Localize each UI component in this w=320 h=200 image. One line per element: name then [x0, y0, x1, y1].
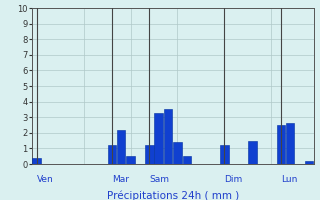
Bar [276, 125, 285, 164]
Text: Mar: Mar [112, 175, 129, 184]
Bar [108, 145, 116, 164]
Text: Sam: Sam [149, 175, 169, 184]
Bar [248, 141, 257, 164]
Text: Ven: Ven [37, 175, 53, 184]
Bar [286, 123, 294, 164]
Text: Lun: Lun [281, 175, 297, 184]
Bar [220, 145, 229, 164]
Text: Dim: Dim [224, 175, 243, 184]
Bar [155, 113, 163, 164]
Bar [305, 161, 313, 164]
Bar [126, 156, 135, 164]
Bar [117, 130, 125, 164]
Bar [164, 109, 172, 164]
Bar [32, 158, 41, 164]
Text: Précipitations 24h ( mm ): Précipitations 24h ( mm ) [107, 191, 239, 200]
Bar [145, 145, 154, 164]
Bar [183, 156, 191, 164]
Bar [173, 142, 182, 164]
